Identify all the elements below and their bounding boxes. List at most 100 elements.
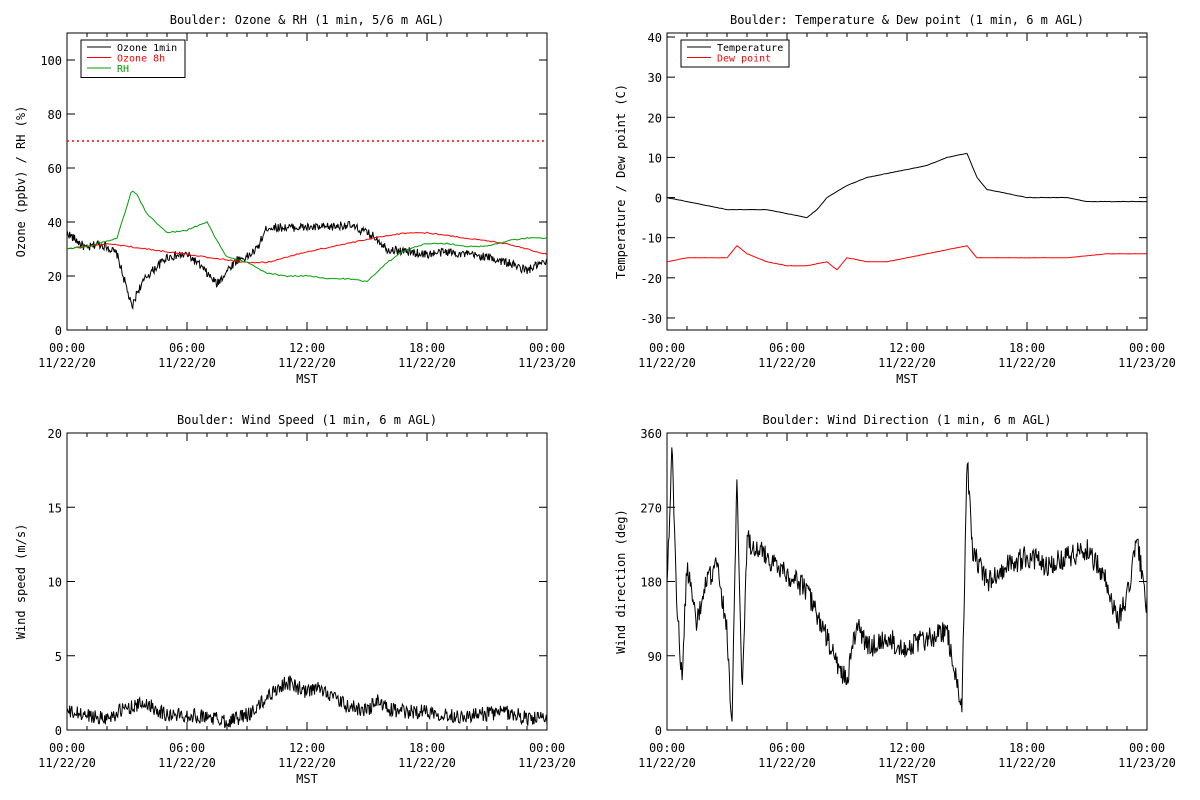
x-tick-date-label: 11/23/20	[1118, 356, 1176, 370]
chart-title: Boulder: Ozone & RH (1 min, 5/6 m AGL)	[170, 13, 445, 27]
chart-wind-direction: Boulder: Wind Direction (1 min, 6 m AGL)…	[600, 400, 1200, 800]
series-line	[66, 674, 548, 729]
x-tick-label: 18:00	[409, 341, 445, 355]
y-tick-label: 0	[55, 724, 62, 738]
y-tick-label: 0	[655, 192, 662, 206]
x-tick-label: 06:00	[769, 341, 805, 355]
chart-svg: Boulder: Wind Speed (1 min, 6 m AGL) 0 5 10…	[14, 413, 576, 786]
y-tick-label: 270	[640, 501, 662, 515]
x-tick-label: 00:00	[49, 741, 85, 755]
x-tick-label: 06:00	[169, 341, 205, 355]
x-tick-date-label: 11/22/20	[638, 756, 696, 770]
legend-box	[680, 39, 790, 68]
x-tick-label: 00:00	[649, 341, 685, 355]
x-tick-date-label: 11/23/20	[518, 356, 576, 370]
chart-svg: Boulder: Wind Direction (1 min, 6 m AGL)…	[614, 413, 1176, 786]
x-tick-date-label: 11/22/20	[38, 356, 96, 370]
x-tick-date-label: 11/22/20	[878, 356, 936, 370]
chart-svg: Boulder: Ozone & RH (1 min, 5/6 m AGL) 0 2…	[14, 13, 576, 386]
series-line-ozone-1min	[66, 220, 548, 311]
chart-wind-speed: Boulder: Wind Speed (1 min, 6 m AGL) 0 5 10…	[0, 400, 600, 800]
x-tick-label: 00:00	[1129, 341, 1165, 355]
y-tick-label: 360	[640, 427, 662, 441]
series-line	[666, 447, 1148, 722]
legend-label: Ozone 8h	[117, 54, 165, 65]
chart-svg: Boulder: Temperature & Dew point (1 min,…	[614, 13, 1176, 386]
y-tick-label: 80	[48, 108, 62, 122]
x-tick-label: 12:00	[889, 741, 925, 755]
y-axis-label: Ozone (ppbv) / RH (%)	[14, 106, 28, 258]
x-axis-label: MST	[296, 372, 318, 386]
x-tick-date-label: 11/22/20	[158, 756, 216, 770]
y-tick-label: 90	[648, 650, 662, 664]
x-tick-date-label: 11/22/20	[278, 756, 336, 770]
legend-label: RH	[117, 64, 129, 75]
x-tick-date-label: 11/22/20	[158, 356, 216, 370]
x-axis-label: MST	[896, 372, 918, 386]
y-tick-label: 40	[648, 31, 662, 45]
x-tick-label: 00:00	[529, 341, 565, 355]
series-line-ozone-8h	[66, 231, 548, 264]
x-tick-label: 06:00	[169, 741, 205, 755]
legend-box	[80, 39, 186, 78]
y-tick-label: -30	[640, 312, 662, 326]
series-line-temperature	[666, 152, 1147, 219]
y-axis-label: Wind direction (deg)	[614, 509, 628, 654]
y-tick-label: 0	[655, 724, 662, 738]
chart-title: Boulder: Wind Speed (1 min, 6 m AGL)	[177, 413, 437, 427]
x-tick-label: 00:00	[529, 741, 565, 755]
y-tick-label: 60	[48, 162, 62, 176]
y-tick-label: 20	[648, 111, 662, 125]
x-tick-label: 18:00	[1009, 741, 1045, 755]
y-tick-label: 15	[48, 501, 62, 515]
y-tick-label: -10	[640, 232, 662, 246]
y-tick-label: 10	[648, 151, 662, 165]
x-tick-label: 12:00	[289, 741, 325, 755]
chart-ozone-rh: Boulder: Ozone & RH (1 min, 5/6 m AGL) 0 2…	[0, 0, 600, 400]
legend-label: Dew point	[717, 54, 771, 65]
x-tick-label: 12:00	[889, 341, 925, 355]
chart-title: Boulder: Temperature & Dew point (1 min,…	[730, 13, 1084, 27]
x-tick-date-label: 11/22/20	[398, 356, 456, 370]
x-axis-label: MST	[296, 772, 318, 786]
x-tick-label: 00:00	[1129, 741, 1165, 755]
series-line-dew-point	[666, 245, 1148, 271]
x-tick-date-label: 11/22/20	[278, 356, 336, 370]
x-tick-date-label: 11/22/20	[998, 356, 1056, 370]
x-tick-label: 06:00	[769, 741, 805, 755]
x-tick-label: 12:00	[289, 341, 325, 355]
legend-label: Temperature	[717, 43, 783, 54]
x-tick-date-label: 11/22/20	[38, 756, 96, 770]
chart-temperature-dewpoint: Boulder: Temperature & Dew point (1 min,…	[600, 0, 1200, 400]
plot-frame	[666, 32, 1148, 331]
x-tick-date-label: 11/22/20	[878, 756, 936, 770]
y-tick-label: 20	[48, 270, 62, 284]
chart-title: Boulder: Wind Direction (1 min, 6 m AGL)	[763, 413, 1052, 427]
y-tick-label: 30	[648, 71, 662, 85]
x-axis-label: MST	[896, 772, 918, 786]
y-tick-label: 20	[48, 427, 62, 441]
x-tick-date-label: 11/23/20	[518, 756, 576, 770]
x-tick-date-label: 11/22/20	[638, 356, 696, 370]
y-axis-label: Temperature / Dew point (C)	[614, 84, 628, 279]
y-tick-label: 0	[55, 324, 62, 338]
x-tick-date-label: 11/22/20	[398, 756, 456, 770]
x-tick-label: 18:00	[1009, 341, 1045, 355]
series-line-rh	[66, 190, 548, 283]
x-tick-date-label: 11/22/20	[998, 756, 1056, 770]
x-tick-date-label: 11/22/20	[758, 756, 816, 770]
y-axis-label: Wind speed (m/s)	[14, 524, 28, 640]
y-tick-label: 5	[55, 650, 62, 664]
x-tick-label: 18:00	[409, 741, 445, 755]
y-tick-label: 10	[48, 576, 62, 590]
x-tick-label: 00:00	[49, 341, 85, 355]
plot-frame	[66, 432, 548, 731]
y-tick-label: 100	[40, 54, 62, 68]
legend-label: Ozone 1min	[117, 43, 177, 54]
y-tick-label: -20	[640, 272, 662, 286]
y-tick-label: 180	[640, 576, 662, 590]
x-tick-date-label: 11/23/20	[1118, 756, 1176, 770]
x-tick-date-label: 11/22/20	[758, 356, 816, 370]
x-tick-label: 00:00	[649, 741, 685, 755]
y-tick-label: 40	[48, 216, 62, 230]
